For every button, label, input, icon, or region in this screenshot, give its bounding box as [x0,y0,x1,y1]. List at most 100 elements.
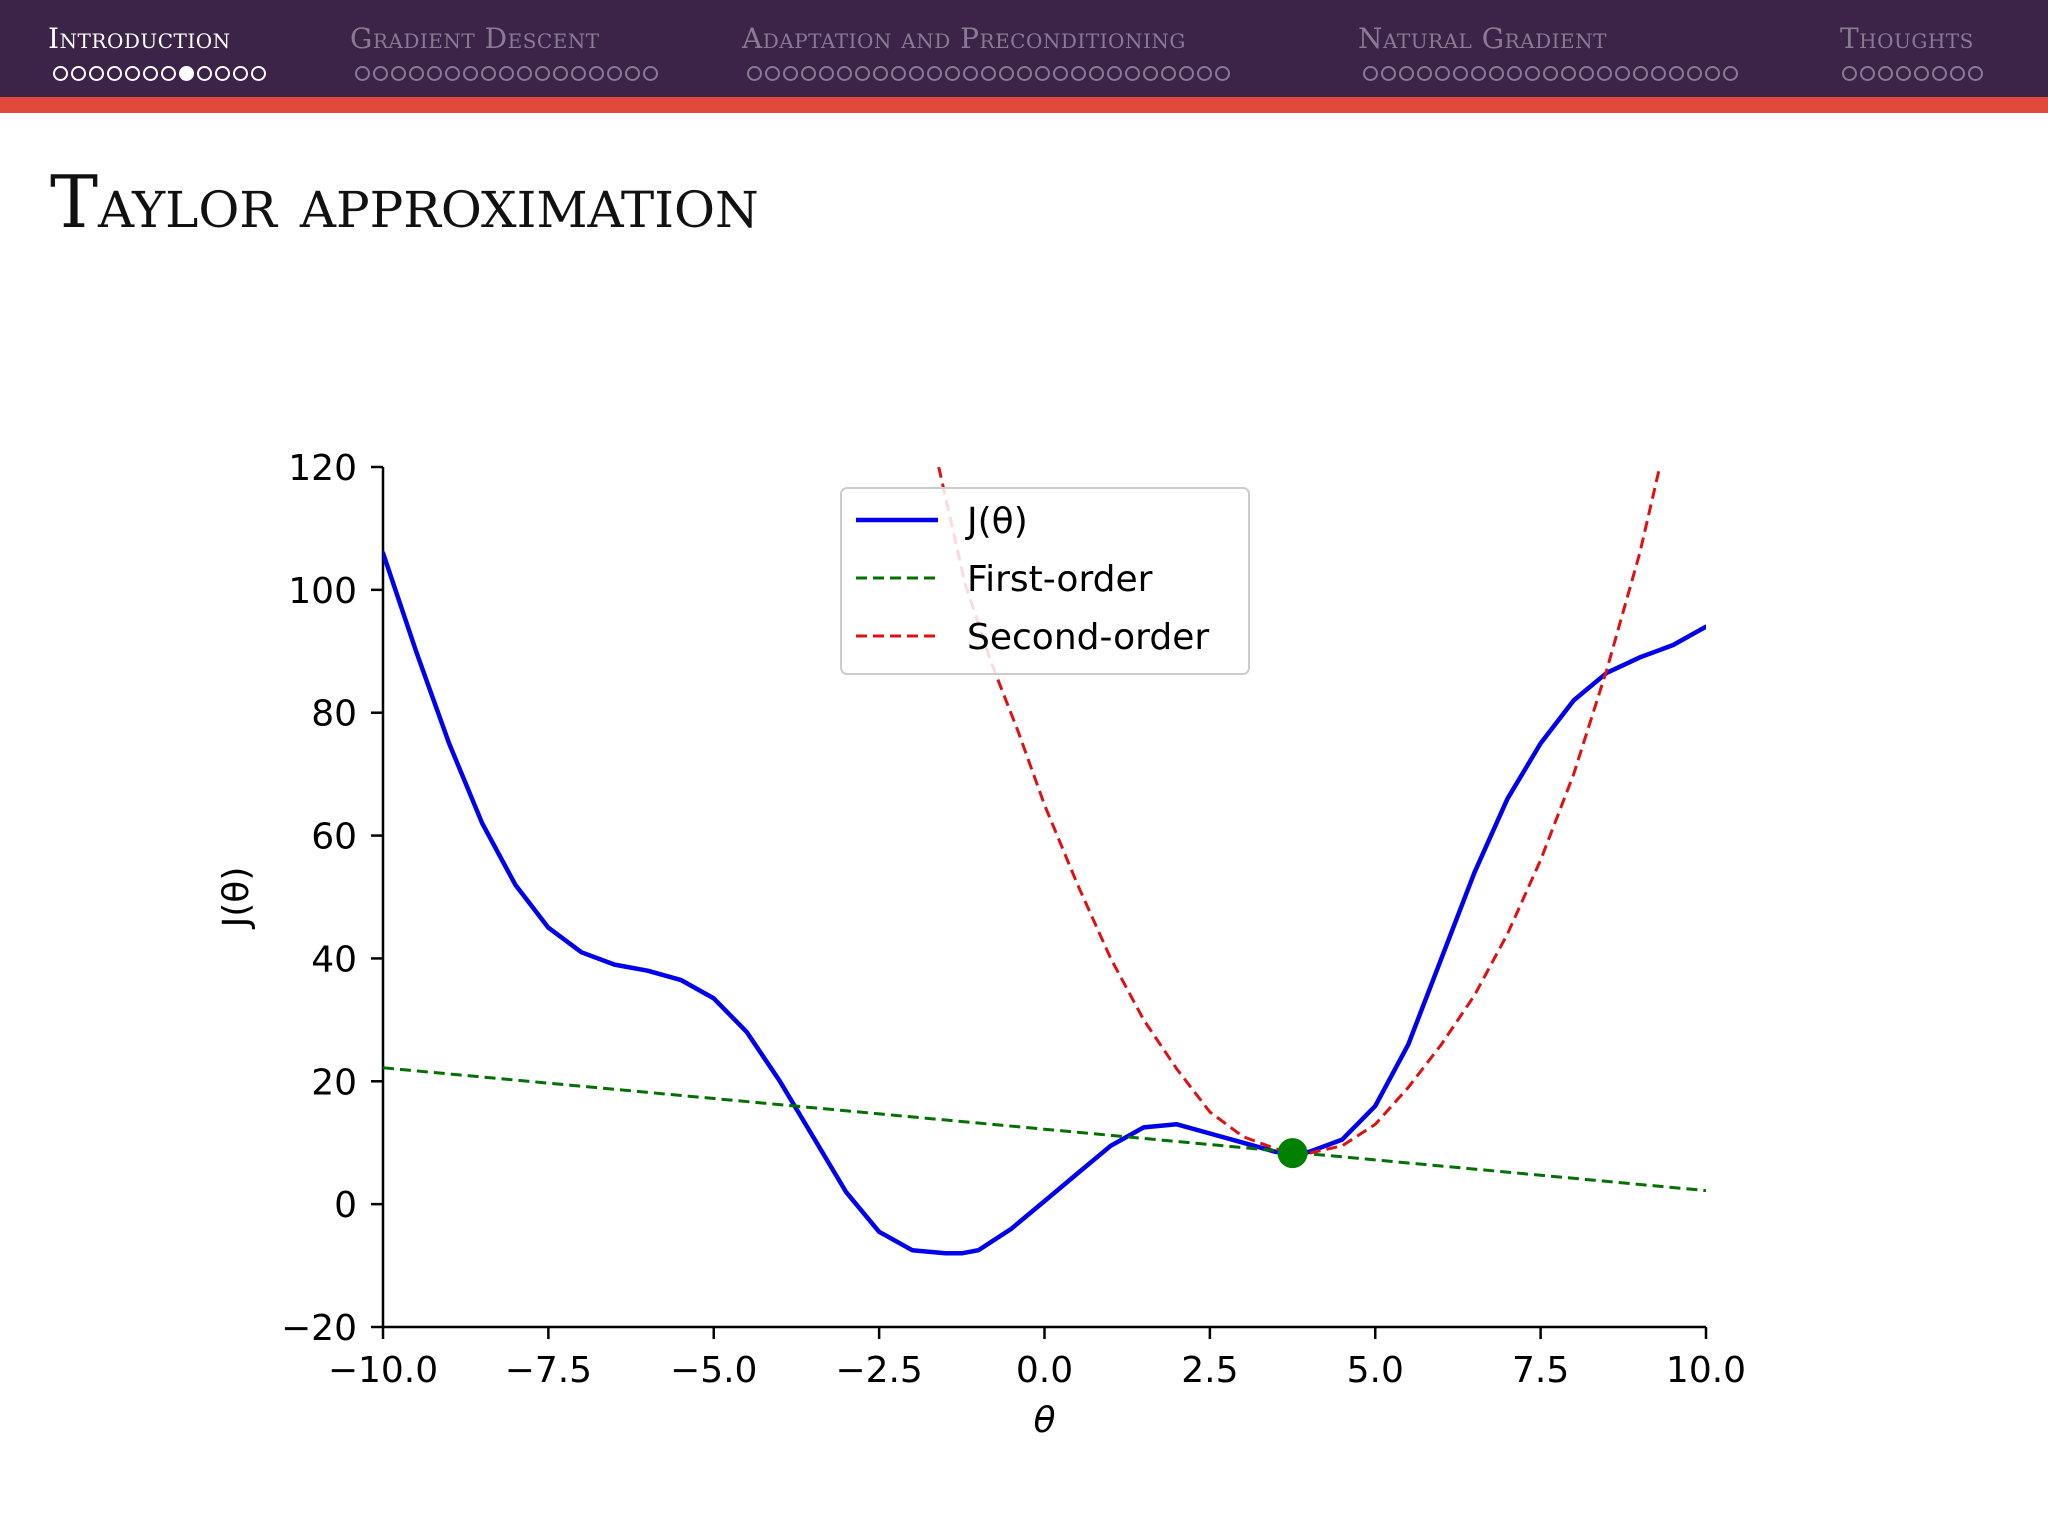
nav-slide-dot[interactable] [179,66,194,81]
nav-slide-dot[interactable] [981,66,996,81]
nav-slide-dot[interactable] [1507,66,1522,81]
nav-slide-dot[interactable] [1071,66,1086,81]
nav-slide-dot[interactable] [873,66,888,81]
nav-slide-dot[interactable] [801,66,816,81]
nav-slide-dot[interactable] [1417,66,1432,81]
y-tick-label: 100 [288,571,357,612]
nav-section-title[interactable]: Natural Gradient [1358,22,1607,55]
nav-slide-dot[interactable] [747,66,762,81]
nav-slide-dot[interactable] [535,66,550,81]
nav-slide-dot[interactable] [1107,66,1122,81]
nav-slide-dots[interactable] [53,66,266,81]
nav-slide-dot[interactable] [1143,66,1158,81]
nav-slide-dot[interactable] [783,66,798,81]
nav-slide-dot[interactable] [1615,66,1630,81]
nav-section-title[interactable]: Introduction [48,22,231,55]
nav-slide-dot[interactable] [1525,66,1540,81]
nav-slide-dot[interactable] [71,66,86,81]
nav-section-title[interactable]: Gradient Descent [350,22,600,55]
nav-slide-dot[interactable] [53,66,68,81]
nav-slide-dot[interactable] [161,66,176,81]
nav-slide-dots[interactable] [1842,66,1983,81]
nav-slide-dot[interactable] [107,66,122,81]
nav-slide-dot[interactable] [233,66,248,81]
nav-slide-dot[interactable] [1878,66,1893,81]
nav-slide-dot[interactable] [643,66,658,81]
nav-slide-dot[interactable] [1687,66,1702,81]
nav-slide-dot[interactable] [837,66,852,81]
nav-slide-dot[interactable] [1932,66,1947,81]
nav-slide-dot[interactable] [855,66,870,81]
nav-slide-dot[interactable] [1179,66,1194,81]
nav-slide-dot[interactable] [1723,66,1738,81]
nav-slide-dot[interactable] [1968,66,1983,81]
y-tick-label: 60 [311,817,357,858]
legend-label: Second-order [967,617,1209,658]
nav-slide-dot[interactable] [909,66,924,81]
nav-slide-dot[interactable] [589,66,604,81]
nav-slide-dot[interactable] [1363,66,1378,81]
nav-slide-dot[interactable] [1215,66,1230,81]
nav-slide-dot[interactable] [1896,66,1911,81]
nav-slide-dot[interactable] [1579,66,1594,81]
nav-slide-dot[interactable] [999,66,1014,81]
nav-slide-dot[interactable] [963,66,978,81]
nav-slide-dots[interactable] [355,66,658,81]
nav-slide-dot[interactable] [445,66,460,81]
nav-slide-dot[interactable] [1669,66,1684,81]
nav-section-title[interactable]: Thoughts [1840,22,1974,55]
nav-slide-dots[interactable] [1363,66,1738,81]
nav-slide-dot[interactable] [553,66,568,81]
x-tick-label: −2.5 [835,1350,922,1391]
nav-slide-dot[interactable] [819,66,834,81]
nav-slide-dot[interactable] [1453,66,1468,81]
nav-slide-dot[interactable] [1381,66,1396,81]
nav-slide-dot[interactable] [1399,66,1414,81]
nav-slide-dot[interactable] [215,66,230,81]
nav-slide-dot[interactable] [945,66,960,81]
nav-slide-dot[interactable] [391,66,406,81]
nav-slide-dot[interactable] [1197,66,1212,81]
nav-slide-dot[interactable] [409,66,424,81]
x-axis-title: θ [1033,1400,1055,1441]
nav-slide-dot[interactable] [89,66,104,81]
nav-slide-dot[interactable] [251,66,266,81]
nav-slide-dot[interactable] [125,66,140,81]
nav-slide-dot[interactable] [571,66,586,81]
nav-slide-dot[interactable] [1561,66,1576,81]
nav-slide-dot[interactable] [1651,66,1666,81]
nav-slide-dot[interactable] [499,66,514,81]
nav-slide-dot[interactable] [1543,66,1558,81]
nav-slide-dot[interactable] [1017,66,1032,81]
nav-slide-dot[interactable] [197,66,212,81]
nav-slide-dot[interactable] [625,66,640,81]
nav-slide-dot[interactable] [1860,66,1875,81]
nav-slide-dot[interactable] [1597,66,1612,81]
nav-slide-dot[interactable] [355,66,370,81]
nav-slide-dot[interactable] [1161,66,1176,81]
nav-slide-dot[interactable] [1914,66,1929,81]
nav-slide-dot[interactable] [927,66,942,81]
nav-slide-dot[interactable] [1035,66,1050,81]
nav-slide-dot[interactable] [1842,66,1857,81]
nav-slide-dot[interactable] [463,66,478,81]
nav-slide-dot[interactable] [427,66,442,81]
nav-slide-dot[interactable] [481,66,496,81]
nav-slide-dot[interactable] [1089,66,1104,81]
nav-slide-dot[interactable] [1489,66,1504,81]
nav-slide-dot[interactable] [765,66,780,81]
nav-slide-dot[interactable] [1435,66,1450,81]
nav-slide-dot[interactable] [1125,66,1140,81]
nav-slide-dot[interactable] [1633,66,1648,81]
nav-slide-dot[interactable] [1471,66,1486,81]
nav-slide-dot[interactable] [1053,66,1068,81]
nav-slide-dot[interactable] [517,66,532,81]
nav-slide-dot[interactable] [1705,66,1720,81]
nav-slide-dot[interactable] [891,66,906,81]
nav-section-title[interactable]: Adaptation and Preconditioning [742,22,1186,55]
nav-slide-dots[interactable] [747,66,1230,81]
nav-slide-dot[interactable] [607,66,622,81]
nav-slide-dot[interactable] [1950,66,1965,81]
nav-slide-dot[interactable] [373,66,388,81]
nav-slide-dot[interactable] [143,66,158,81]
